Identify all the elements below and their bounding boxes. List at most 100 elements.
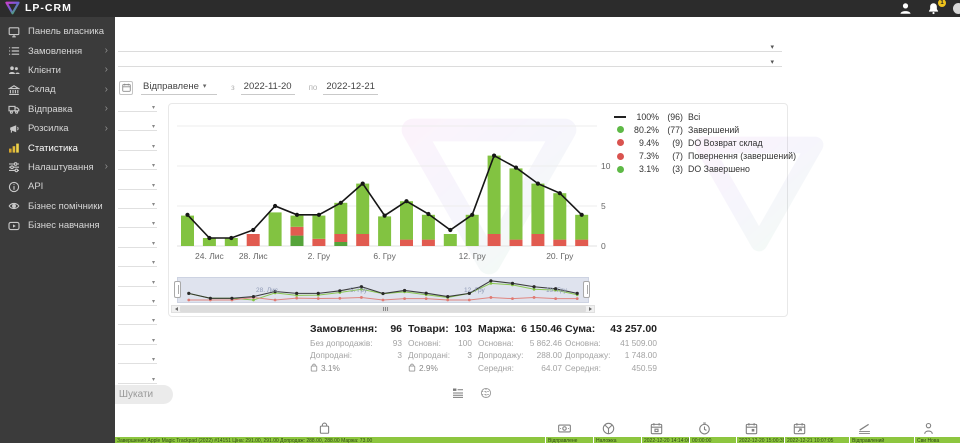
legend-dot-swatch: [613, 126, 627, 134]
calendar-date-icon[interactable]: [650, 422, 663, 435]
table-row[interactable]: Завершений Apple Magic Trackpad (2022) #…: [115, 437, 960, 443]
scroll-right-arrow[interactable]: [586, 305, 594, 313]
side-filter-select[interactable]: ▾: [118, 100, 157, 112]
svg-text:6. Гру: 6. Гру: [373, 251, 396, 261]
stat-margin: Маржа: 6 150.46 Основна: 5 862.46 Допродаж…: [478, 323, 562, 373]
svg-text:24. Лис: 24. Лис: [195, 251, 225, 261]
bag-icon[interactable]: [318, 422, 331, 435]
package-icon[interactable]: [602, 422, 615, 435]
side-filter-select[interactable]: ▾: [118, 119, 157, 132]
legend-item[interactable]: 3.1% (3) DO Завершено: [613, 163, 796, 176]
side-filter-select[interactable]: ▾: [118, 372, 157, 384]
filter-select-wide-1[interactable]: ▾: [118, 40, 782, 52]
navigator-left-handle[interactable]: [174, 281, 181, 298]
side-filter-select[interactable]: ▾: [118, 333, 157, 345]
table-cell: Сви Нова: [915, 437, 960, 443]
legend-item[interactable]: 9.4% (9) DO Возврат склад: [613, 136, 796, 149]
sidebar-item-shipping[interactable]: Відправка ›: [0, 100, 115, 119]
sidebar-item-business-training[interactable]: Бізнес навчання: [0, 216, 115, 235]
table-cell: Наложка: [594, 437, 641, 443]
topbar: LP-CRM 1: [0, 0, 960, 17]
caret-down-icon: ▾: [151, 124, 155, 131]
person-node-icon[interactable]: [922, 422, 935, 435]
sidebar-item-warehouse[interactable]: Склад ›: [0, 80, 115, 99]
side-filter-select[interactable]: ▾: [118, 236, 157, 248]
table-cell: 2022-12-21 10:07:05: [785, 437, 849, 443]
caret-down-icon: ▾: [151, 182, 155, 189]
table-cell: Завершений Apple Magic Trackpad (2022) #…: [115, 437, 545, 443]
sidebar-item-settings[interactable]: Налаштування ›: [0, 158, 115, 177]
logo-icon: [5, 1, 20, 15]
navigator-scrollbar[interactable]: [171, 305, 595, 313]
banknote-icon[interactable]: [558, 422, 571, 435]
to-label: по: [308, 83, 318, 92]
svg-text:5: 5: [601, 201, 606, 211]
legend-item[interactable]: 80.2% (77) Завершений: [613, 123, 796, 136]
caret-down-icon: ▾: [151, 202, 155, 208]
side-filter-select[interactable]: ▾: [118, 313, 157, 326]
bell-icon[interactable]: [927, 2, 940, 15]
chart-lines-icon[interactable]: [858, 422, 871, 435]
date-to-input[interactable]: 2022-12-21: [323, 81, 378, 95]
side-filter-select[interactable]: ▾: [118, 352, 157, 365]
table-cell: 2022-12-20 14:14:06: [642, 437, 689, 443]
search-button[interactable]: Шукати: [99, 385, 173, 404]
clock-icon[interactable]: [698, 422, 711, 435]
svg-text:12. Гру: 12. Гру: [459, 251, 487, 261]
globe-icon[interactable]: [480, 387, 492, 399]
notification-badge[interactable]: 1: [938, 0, 946, 7]
chart-legend: 100% (96) Всі 80.2% (77) Завершений 9.4%…: [613, 110, 796, 176]
scrollbar-thumb[interactable]: [180, 306, 586, 312]
user-icon[interactable]: [899, 2, 912, 15]
chart-range-navigator[interactable]: 28. Лис 5. Гру 12. Гру 19. Гру: [177, 277, 589, 303]
side-filter-select[interactable]: ▾: [118, 139, 157, 151]
chevron-right-icon: ›: [104, 45, 108, 57]
caret-down-icon: ▾: [151, 260, 155, 267]
sidebar-item-statistics[interactable]: Статистика: [0, 138, 115, 157]
caret-down-icon: ▾: [151, 105, 155, 111]
caret-down-icon: ▾: [151, 143, 155, 150]
side-filter-select[interactable]: ▾: [118, 294, 157, 306]
chevron-right-icon: ›: [104, 83, 108, 95]
caret-down-icon: ▾: [151, 279, 155, 286]
app-logo[interactable]: LP-CRM: [5, 1, 72, 15]
date-type-select[interactable]: Відправлене ▾: [141, 81, 217, 95]
sidebar-item-mailing[interactable]: Розсилка ›: [0, 119, 115, 138]
chevron-right-icon: ›: [104, 122, 108, 134]
calendar-button[interactable]: [119, 80, 133, 95]
sidebar-item-clients[interactable]: Клієнти ›: [0, 61, 115, 80]
calendar-export-icon[interactable]: [793, 422, 806, 435]
side-filter-select[interactable]: ▾: [118, 275, 157, 287]
svg-text:10: 10: [601, 161, 611, 171]
side-filter-select[interactable]: ▾: [118, 197, 157, 209]
date-from-input[interactable]: 2022-11-20: [240, 81, 295, 95]
avatar-partial-icon[interactable]: [953, 3, 960, 14]
legend-item[interactable]: 7.3% (7) Повернення (завершений): [613, 150, 796, 163]
sidebar-item-business-helpers[interactable]: Бізнес помічники: [0, 197, 115, 216]
calendar-event-icon[interactable]: [745, 422, 758, 435]
api-icon: [8, 181, 21, 193]
svg-text:20. Гру: 20. Гру: [546, 251, 574, 261]
list-view-icon[interactable]: [452, 387, 464, 399]
sidebar-item-api[interactable]: API: [0, 177, 115, 196]
orders-bar-line-chart[interactable]: 24. Лис 28. Лис 2. Гру 6. Гру 12. Гру 20. Гру…: [177, 111, 617, 263]
legend-item[interactable]: 100% (96) Всі: [613, 110, 796, 123]
caret-down-icon: ▾: [151, 337, 155, 344]
scroll-left-arrow[interactable]: [172, 305, 180, 313]
bag-icon: [310, 363, 318, 372]
sidebar-item-orders[interactable]: Замовлення ›: [0, 41, 115, 60]
clients-icon: [8, 64, 21, 76]
filter-select-wide-2[interactable]: ▾: [118, 55, 782, 67]
svg-text:0: 0: [601, 241, 606, 251]
bag-icon: [408, 363, 416, 372]
navigator-right-handle[interactable]: [583, 281, 590, 298]
sidebar-item-owner-panel[interactable]: Панель власника: [0, 22, 115, 41]
chevron-right-icon: ›: [104, 64, 108, 76]
side-filter-select[interactable]: ▾: [118, 178, 157, 190]
statistics-chart-card: 100% (96) Всі 80.2% (77) Завершений 9.4%…: [168, 103, 824, 317]
side-filter-select[interactable]: ▾: [118, 158, 157, 171]
side-filter-select[interactable]: ▾: [118, 255, 157, 268]
side-filter-select[interactable]: ▾: [118, 216, 157, 229]
table-cell: 2022-12-20 15:00:39: [737, 437, 784, 443]
orders-icon: [8, 45, 21, 57]
